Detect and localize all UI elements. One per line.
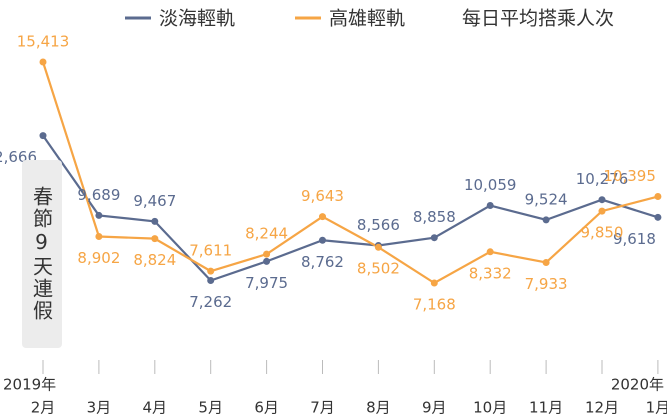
value-label: 9,850 — [581, 224, 624, 242]
value-label: 9,618 — [613, 230, 656, 248]
value-label: 7,168 — [413, 296, 456, 314]
value-label: 9,524 — [525, 190, 568, 208]
x-tick-label: 5月 — [198, 399, 223, 417]
value-label: 7,611 — [189, 242, 232, 260]
value-label: 10,395 — [603, 167, 656, 185]
point — [598, 196, 606, 204]
x-tick-label: 4月 — [143, 399, 168, 417]
value-label: 15,413 — [17, 33, 70, 51]
point — [207, 267, 215, 275]
x-tick-label: 9月 — [422, 399, 447, 417]
holiday-note: 春節9天連假 — [22, 160, 62, 348]
point — [654, 213, 662, 221]
value-label: 9,689 — [77, 186, 120, 204]
point — [486, 248, 494, 256]
point — [95, 211, 103, 219]
point — [151, 235, 159, 243]
x-tick-label: 2月 — [31, 399, 56, 417]
value-label: 8,858 — [413, 208, 456, 226]
point — [654, 193, 662, 201]
value-label: 7,262 — [189, 293, 232, 311]
point — [207, 276, 215, 284]
value-label: 8,244 — [245, 225, 288, 243]
point — [430, 234, 438, 242]
point — [263, 250, 271, 258]
x-tick-label: 8月 — [366, 399, 391, 417]
value-label: 7,933 — [525, 275, 568, 293]
point — [542, 216, 550, 224]
value-label: 8,502 — [357, 260, 400, 278]
legend-label: 高雄輕軌 — [329, 8, 405, 30]
point — [95, 233, 103, 241]
point — [319, 236, 326, 244]
series-line — [42, 134, 659, 282]
point — [486, 202, 494, 210]
chart-title: 每日平均搭乘人次 — [462, 8, 614, 30]
series-line — [41, 61, 659, 285]
value-label: 8,902 — [77, 249, 120, 267]
point — [263, 257, 271, 265]
year-label: 2020年 — [611, 376, 664, 394]
point — [39, 132, 47, 140]
point — [374, 243, 382, 251]
x-tick-label: 7月 — [310, 399, 335, 417]
value-label: 9,467 — [133, 192, 176, 210]
value-label: 8,566 — [357, 216, 400, 234]
point — [430, 279, 438, 287]
value-label: 8,824 — [133, 251, 176, 269]
point — [151, 217, 159, 225]
value-label: 9,643 — [301, 187, 344, 205]
point — [542, 258, 550, 266]
legend-label: 淡海輕軌 — [159, 8, 235, 30]
point — [319, 213, 326, 221]
x-tick-label: 3月 — [87, 399, 112, 417]
year-label: 2019年 — [3, 376, 56, 394]
value-label: 8,762 — [301, 253, 344, 271]
value-label: 10,059 — [464, 176, 517, 194]
x-tick-label: 11月 — [529, 399, 563, 417]
point — [598, 207, 606, 215]
value-label: 7,975 — [245, 274, 288, 292]
value-label: 8,332 — [469, 264, 512, 282]
x-tick-label: 12月 — [585, 399, 619, 417]
point — [39, 58, 47, 66]
x-tick-label: 1月 — [646, 399, 667, 417]
x-tick-label: 6月 — [254, 399, 279, 417]
x-tick-label: 10月 — [473, 399, 507, 417]
value-label: 10,276 — [576, 170, 629, 188]
